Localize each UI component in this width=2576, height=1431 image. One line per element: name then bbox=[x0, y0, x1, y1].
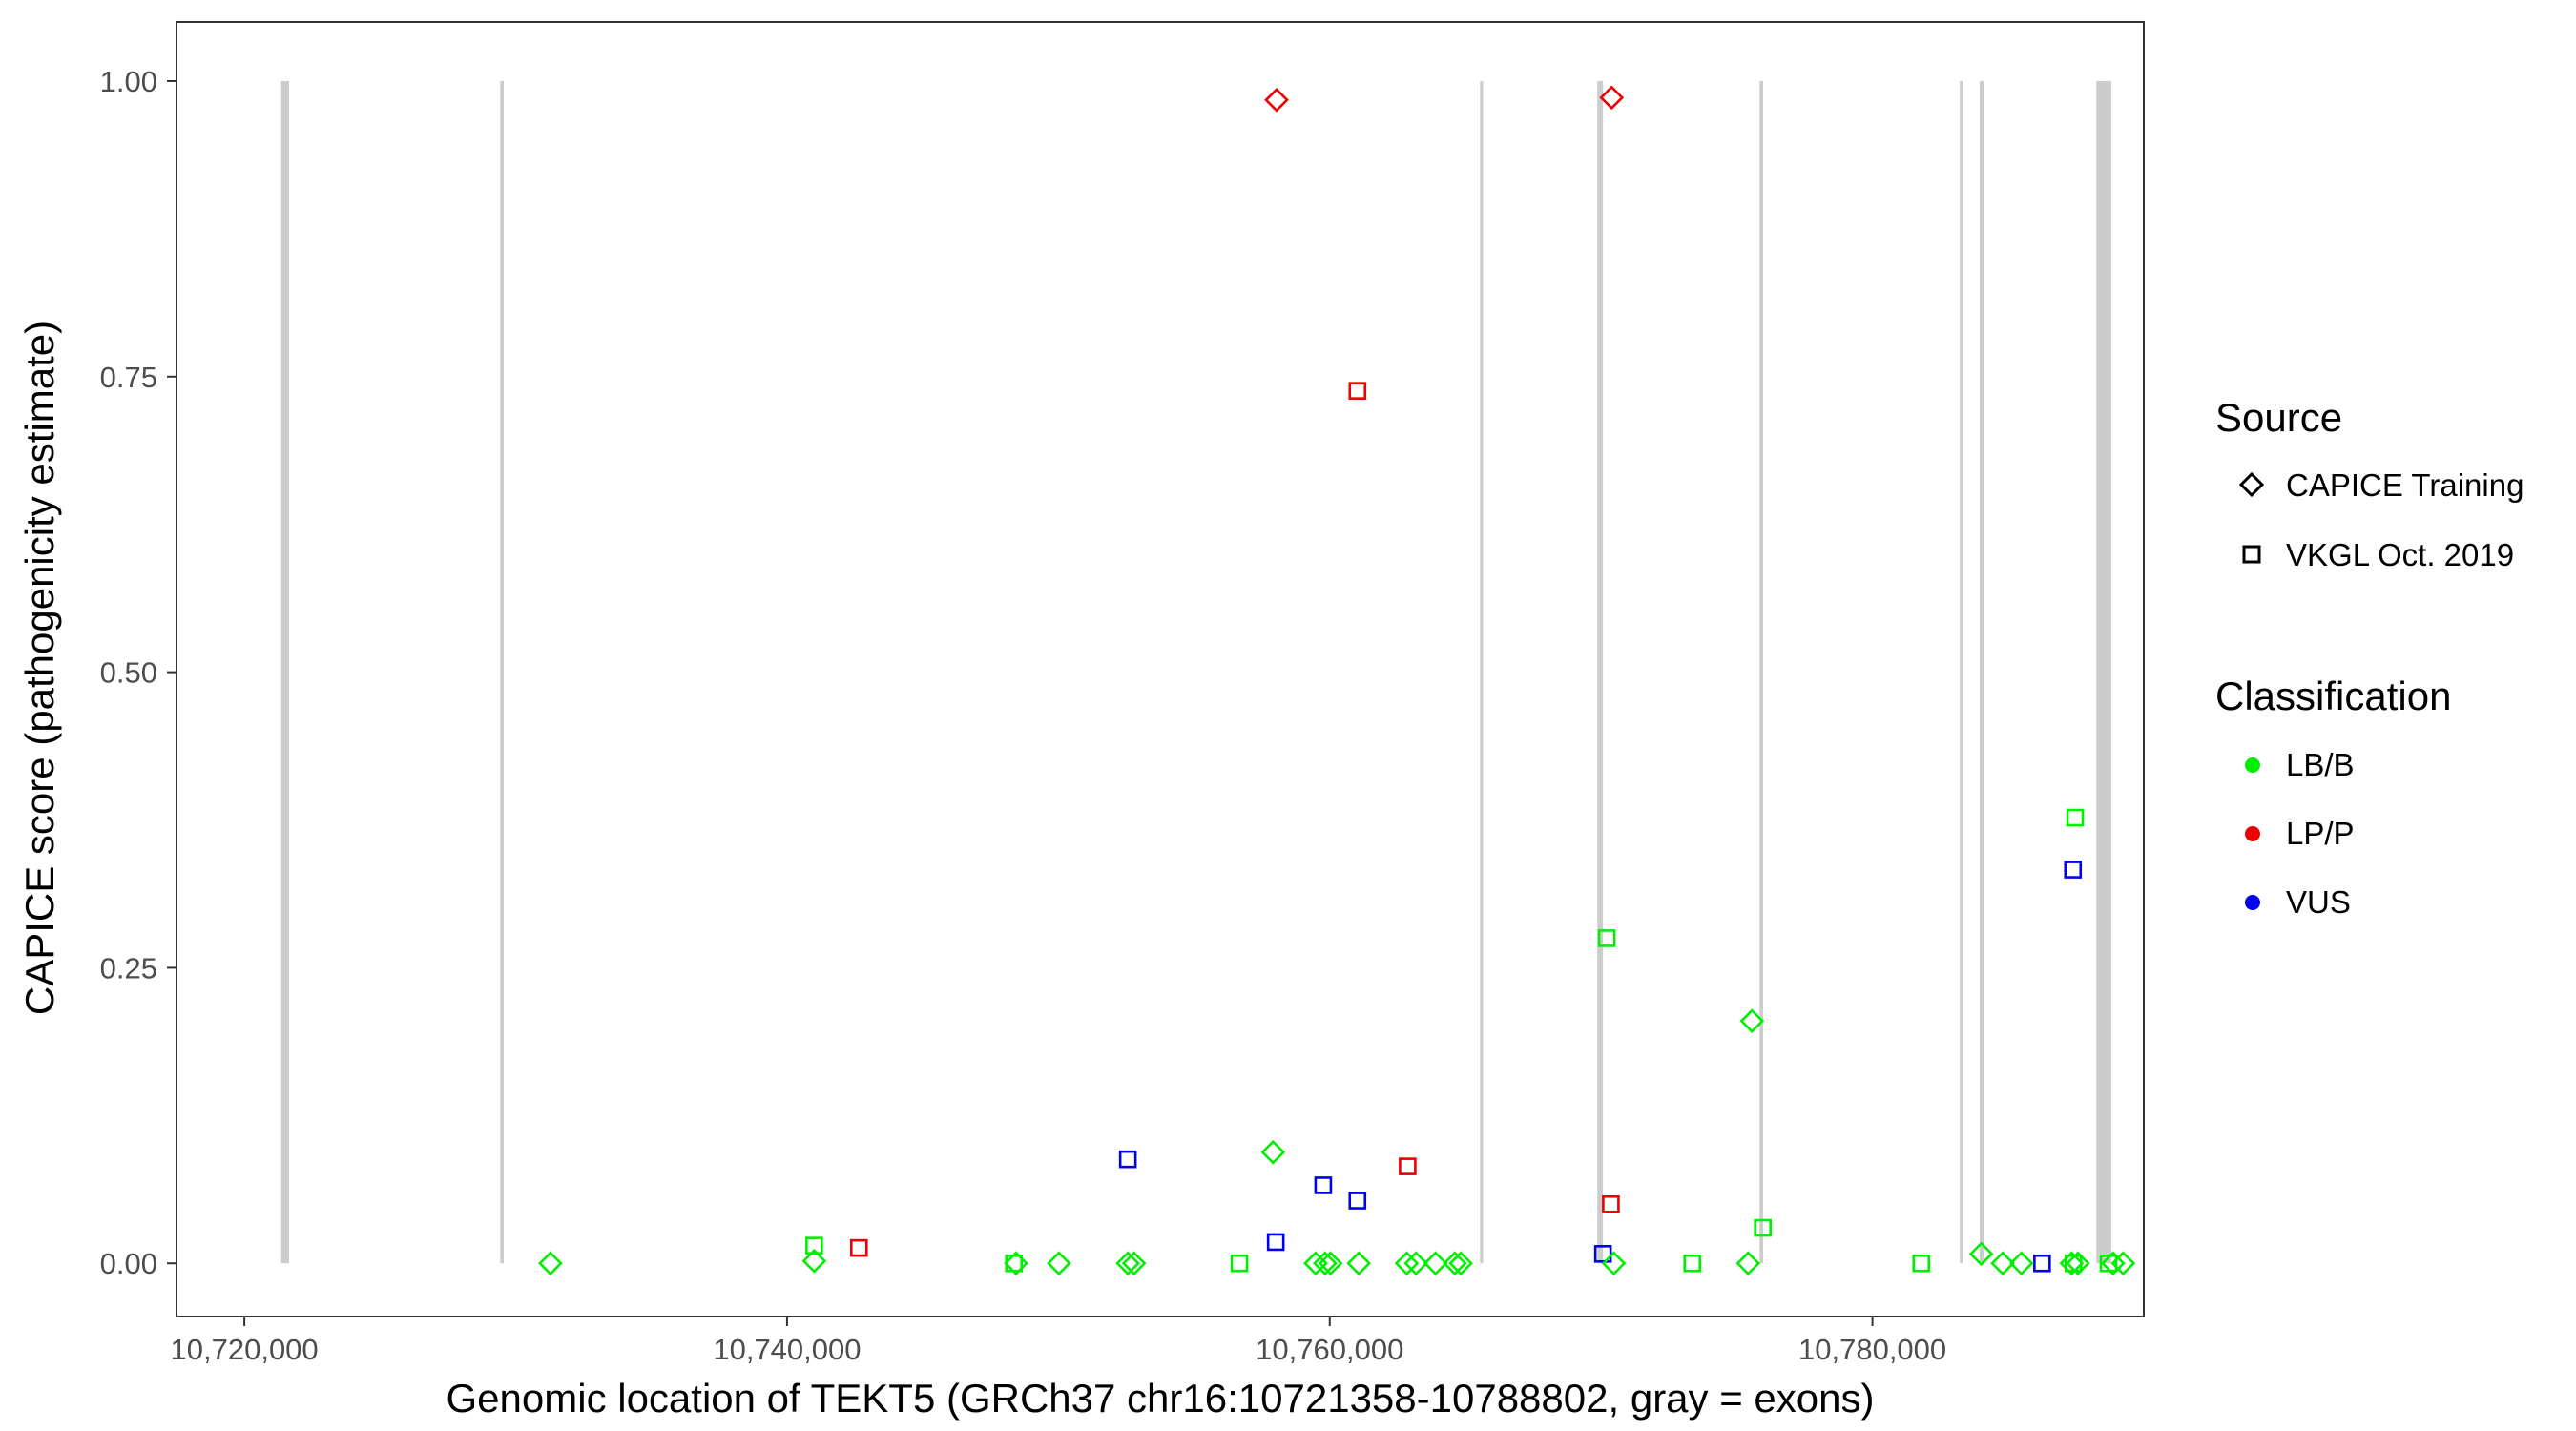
point-vkgl-vus bbox=[1314, 1176, 1333, 1194]
legend-class-label-vus: VUS bbox=[2286, 884, 2351, 920]
point-capice-lbb bbox=[1448, 1251, 1473, 1276]
point-capice-lbb bbox=[1121, 1251, 1147, 1276]
point-capice-lbb bbox=[2110, 1251, 2136, 1276]
point-capice-lbb bbox=[1047, 1251, 1071, 1276]
point-capice-lbb bbox=[1403, 1251, 1429, 1276]
x-axis-title: Genomic location of TEKT5 (GRCh37 chr16:… bbox=[447, 1376, 1875, 1421]
x-tick-label: 10,760,000 bbox=[1256, 1333, 1403, 1366]
point-capice-lbb bbox=[1346, 1251, 1372, 1276]
legend-source-title: Source bbox=[2215, 395, 2342, 440]
point-vkgl-lbb bbox=[1683, 1254, 1702, 1273]
legend-source: Source CAPICE Training VKGL Oct. 2019 bbox=[2215, 395, 2524, 572]
legend-lbb-dot-icon bbox=[2245, 757, 2260, 773]
y-axis-title: CAPICE score (pathogenicity estimate) bbox=[17, 321, 62, 1015]
x-tick-label: 10,720,000 bbox=[171, 1333, 319, 1366]
exon-band-7 bbox=[1979, 80, 1984, 1264]
legend-lpp-dot-icon bbox=[2245, 826, 2260, 841]
point-capice-lbb bbox=[1990, 1251, 2015, 1276]
point-vkgl-lbb bbox=[2066, 808, 2085, 827]
legend-source-label-vkgl: VKGL Oct. 2019 bbox=[2286, 537, 2514, 572]
point-vkgl-lbb bbox=[1754, 1218, 1772, 1237]
legend-class-label-lpp: LP/P bbox=[2286, 816, 2355, 851]
legend-class-label-lbb: LB/B bbox=[2286, 747, 2355, 782]
y-tick-label: 1.00 bbox=[100, 65, 157, 98]
point-capice-lbb bbox=[1735, 1251, 1761, 1276]
exon-band-2 bbox=[500, 80, 505, 1264]
x-tick-label: 10,740,000 bbox=[713, 1333, 861, 1366]
point-capice-lbb bbox=[1318, 1251, 1343, 1276]
point-capice-lbb bbox=[2008, 1251, 2034, 1276]
point-vkgl-lbb bbox=[1912, 1254, 1931, 1273]
point-vkgl-vus bbox=[1593, 1245, 1612, 1263]
point-capice-lpp bbox=[1599, 85, 1625, 111]
point-capice-lbb bbox=[1739, 1008, 1765, 1034]
exon-band-5 bbox=[1759, 80, 1763, 1264]
axes: 10,720,000 10,740,000 10,760,000 10,780,000… bbox=[100, 65, 1947, 1366]
y-tick-label: 0.00 bbox=[100, 1247, 157, 1280]
legend-square-icon bbox=[2242, 545, 2261, 564]
y-tick-label: 0.75 bbox=[100, 361, 157, 394]
point-capice-lbb bbox=[1601, 1251, 1627, 1276]
y-tick-label: 0.50 bbox=[100, 656, 157, 690]
legend-source-label-capice: CAPICE Training bbox=[2286, 467, 2524, 503]
point-capice-lbb bbox=[1115, 1251, 1140, 1276]
point-vkgl-lbb bbox=[805, 1236, 823, 1255]
point-vkgl-vus bbox=[1348, 1192, 1367, 1210]
legend-classification: Classification LB/B LP/P VUS bbox=[2215, 674, 2451, 920]
point-vkgl-lbb bbox=[1597, 929, 1616, 947]
legend-diamond-icon bbox=[2238, 471, 2265, 498]
point-vkgl-vus bbox=[2033, 1254, 2051, 1273]
point-capice-lbb bbox=[2101, 1251, 2126, 1276]
point-capice-lbb bbox=[1260, 1139, 1286, 1165]
point-capice-lbb bbox=[1004, 1251, 1028, 1276]
point-capice-lbb bbox=[2059, 1251, 2085, 1276]
point-capice-lpp bbox=[1264, 87, 1289, 113]
point-vkgl-lpp bbox=[850, 1238, 868, 1257]
point-vkgl-vus bbox=[1266, 1233, 1285, 1252]
exon-band-4 bbox=[1597, 80, 1604, 1264]
point-capice-lbb bbox=[2066, 1251, 2090, 1276]
point-capice-lbb bbox=[1423, 1251, 1448, 1276]
point-vkgl-lpp bbox=[1348, 382, 1367, 400]
point-capice-lbb bbox=[1443, 1251, 1467, 1276]
point-capice-lbb bbox=[1394, 1251, 1420, 1276]
point-vkgl-vus bbox=[1118, 1150, 1137, 1169]
point-vkgl-lpp bbox=[1399, 1157, 1417, 1175]
exon-band-6 bbox=[1960, 80, 1963, 1264]
point-vkgl-lpp bbox=[1602, 1194, 1620, 1213]
plot-panel-border bbox=[176, 21, 2145, 1317]
exon-band-1 bbox=[280, 80, 290, 1264]
point-vkgl-vus bbox=[2064, 861, 2083, 879]
point-capice-lbb bbox=[801, 1248, 827, 1274]
legend-classification-title: Classification bbox=[2215, 674, 2451, 718]
legend-vus-dot-icon bbox=[2245, 895, 2260, 910]
point-capice-lbb bbox=[538, 1251, 563, 1276]
point-capice-lbb bbox=[1968, 1241, 1994, 1267]
x-tick-label: 10,780,000 bbox=[1798, 1333, 1946, 1366]
exon-band-8 bbox=[2096, 80, 2111, 1264]
data-points bbox=[538, 85, 2136, 1276]
point-vkgl-lbb bbox=[1230, 1254, 1249, 1273]
exon-bands bbox=[280, 80, 2111, 1264]
y-tick-label: 0.25 bbox=[100, 951, 157, 985]
point-capice-lbb bbox=[1313, 1251, 1338, 1276]
exon-band-3 bbox=[1480, 80, 1484, 1264]
